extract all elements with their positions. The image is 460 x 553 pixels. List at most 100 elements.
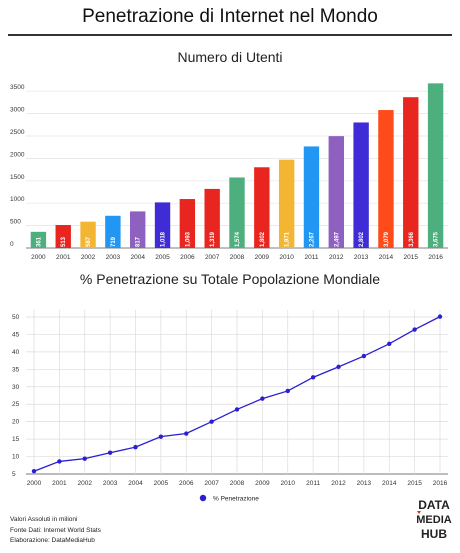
line-x-tick-label: 2007 [204,480,219,487]
bar-x-tick-label: 2000 [31,254,46,261]
bar-x-tick-label: 2015 [404,254,419,261]
data-point-2008 [234,407,240,412]
bar-data-label: 2,267 [309,231,315,247]
users-bar-chart: Numero di Utenti 361 513 587 719 817 1,018 1,0… [10,49,448,261]
bar-x-tick-label: 2007 [205,254,220,261]
line-x-tick-label: 2005 [154,480,169,487]
bar-data-label: 3,366 [409,231,415,247]
data-point-2016 [437,314,443,319]
bar-x-tick-label: 2011 [304,254,318,261]
bar-y-tick-label: 3000 [10,107,25,114]
data-point-2007 [209,419,214,424]
data-point-2001 [57,459,62,464]
line-x-tick-label: 2004 [128,480,143,487]
bar-2003 [105,215,121,248]
bar-x-tick-label: 2009 [255,254,270,261]
line-y-tick-label: 20 [12,419,20,426]
bar-2006 [179,199,196,248]
bar-data-label: 1,971 [285,231,291,247]
bar-2004 [130,211,146,248]
line-x-tick-label: 2001 [52,480,67,487]
bar-data-label: 2,802 [359,231,365,247]
line-y-tick-label: 40 [12,349,20,356]
footer-notes: Valori Assoluti in milioni Fonte Dati: I… [10,515,101,547]
line-y-tick-label: 30 [12,384,20,391]
bar-data-label: 1,018 [161,231,167,247]
bar-x-tick-label: 2008 [230,254,245,261]
bar-2007 [204,188,220,248]
logo-text-hub: HUB [421,527,447,541]
title-divider [8,34,452,36]
bar-chart-title: Numero di Utenti [177,49,282,65]
footer-author-note: Elaborazione: DataMediaHub [10,537,95,544]
line-x-tick-label: 2010 [281,480,296,487]
line-y-tick-label: 25 [12,401,20,408]
bar-data-label: 817 [136,236,142,247]
bar-data-label: 1,093 [185,231,191,247]
bar-data-label: 719 [111,236,117,247]
bar-data-label: 1,802 [260,231,266,247]
bar-2010 [278,159,295,248]
data-point-2002 [82,456,87,461]
data-point-2004 [133,444,138,450]
bar-x-tick-label: 2010 [279,254,294,261]
bar-x-tick-label: 2006 [180,254,195,261]
line-y-tick-label: 15 [12,436,20,443]
bar-2009 [254,167,270,248]
bar-data-label: 587 [86,236,92,247]
bar-data-label: 3,675 [434,231,440,247]
legend-label: % Penetrazione [213,496,259,503]
bar-2015 [403,97,419,248]
bar-2016 [427,83,444,248]
line-x-tick-label: 2012 [331,480,346,487]
bar-2000 [30,231,47,248]
bar-2012 [328,136,344,248]
bar-x-tick-label: 2005 [155,254,170,261]
bar-x-tick-label: 2001 [56,254,71,261]
data-point-2006 [184,431,189,436]
line-x-tick-label: 2006 [179,480,194,487]
line-x-tick-label: 2011 [306,480,320,487]
bar-x-tick-label: 2004 [130,254,145,261]
bar-x-tick-label: 2016 [428,254,443,261]
logo-text-media: MEDIA [416,514,452,526]
data-point-2015 [412,327,417,332]
data-point-2013 [361,353,367,359]
data-point-2012 [336,364,341,370]
data-point-2009 [260,396,265,401]
bar-data-label: 2,497 [334,231,340,247]
bar-x-tick-label: 2002 [81,254,96,261]
line-y-tick-label: 50 [12,314,20,321]
bar-data-label: 513 [61,236,67,247]
bar-y-tick-label: 2000 [10,151,25,158]
line-x-tick-label: 2002 [78,480,93,487]
logo-text-data: DATA [418,498,450,512]
line-x-tick-label: 2015 [407,480,422,487]
data-point-2000 [31,469,37,474]
page-title: Penetrazione di Internet nel Mondo [82,6,378,27]
line-x-tick-label: 2014 [382,480,397,487]
footer-units-note: Valori Assoluti in milioni [10,516,78,523]
bar-y-tick-label: 2500 [10,129,25,136]
line-x-tick-label: 2008 [230,480,245,487]
bar-y-tick-label: 500 [10,219,21,226]
bar-2013 [353,122,369,248]
bar-2005 [154,202,171,248]
line-x-tick-label: 2003 [103,480,118,487]
line-y-tick-label: 5 [12,471,16,478]
bar-x-tick-label: 2013 [354,254,369,261]
line-x-tick-label: 2016 [433,480,448,487]
line-x-tick-label: 2013 [357,480,372,487]
penetration-line-chart: % Penetrazione su Totale Popolazione Mon… [12,271,448,503]
bar-y-tick-label: 3500 [10,84,25,91]
footer-source-note: Fonte Dati: Internet World Stats [10,526,101,534]
data-point-2005 [158,434,164,439]
data-point-2003 [107,450,113,455]
bar-2008 [229,177,245,248]
legend-marker [199,494,207,502]
data-point-2011 [310,375,316,380]
bar-x-tick-label: 2014 [379,254,394,261]
data-point-2010 [285,388,290,394]
bar-data-label: 1,574 [235,231,241,247]
line-x-tick-label: 2000 [27,480,42,487]
